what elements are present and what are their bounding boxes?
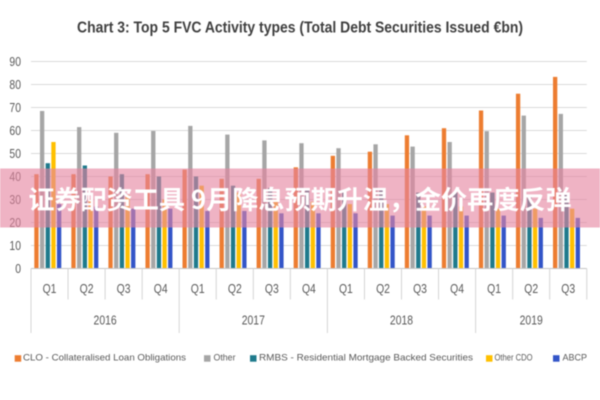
svg-text:Q1: Q1 [43,282,57,296]
svg-text:50: 50 [9,147,21,161]
svg-text:Chart 3: Top 5 FVC Activity ty: Chart 3: Top 5 FVC Activity types (Total… [77,20,523,37]
svg-text:RMBS - Residential Mortgage Ba: RMBS - Residential Mortgage Backed Secur… [259,353,473,363]
svg-text:2016: 2016 [94,313,118,327]
svg-text:2017: 2017 [242,313,265,327]
svg-text:70: 70 [9,101,21,115]
svg-text:60: 60 [9,124,21,138]
svg-text:80: 80 [9,78,21,92]
svg-text:Q4: Q4 [154,282,168,296]
svg-text:Other: Other [214,353,236,363]
svg-text:Q4: Q4 [302,282,316,296]
svg-text:Q2: Q2 [228,282,242,296]
svg-text:Q3: Q3 [265,282,279,296]
svg-text:Q3: Q3 [413,282,427,296]
svg-text:Q2: Q2 [376,282,390,296]
svg-text:2018: 2018 [390,313,414,327]
svg-text:Q1: Q1 [191,282,205,296]
svg-text:Q1: Q1 [487,282,501,296]
svg-text:Other CDO: Other CDO [495,353,533,363]
svg-text:90: 90 [9,55,21,69]
svg-text:10: 10 [9,239,21,253]
svg-text:Q2: Q2 [80,282,94,296]
svg-text:Q3: Q3 [561,282,575,296]
svg-text:CLO - Collateralised Loan Obli: CLO - Collateralised Loan Obligations [23,353,186,363]
svg-text:Q2: Q2 [524,282,538,296]
svg-text:0: 0 [15,262,21,276]
svg-text:ABCP: ABCP [563,353,588,363]
svg-text:Q3: Q3 [117,282,131,296]
svg-text:Q4: Q4 [450,282,464,296]
svg-text:2019: 2019 [520,313,543,327]
svg-text:Q1: Q1 [339,282,353,296]
